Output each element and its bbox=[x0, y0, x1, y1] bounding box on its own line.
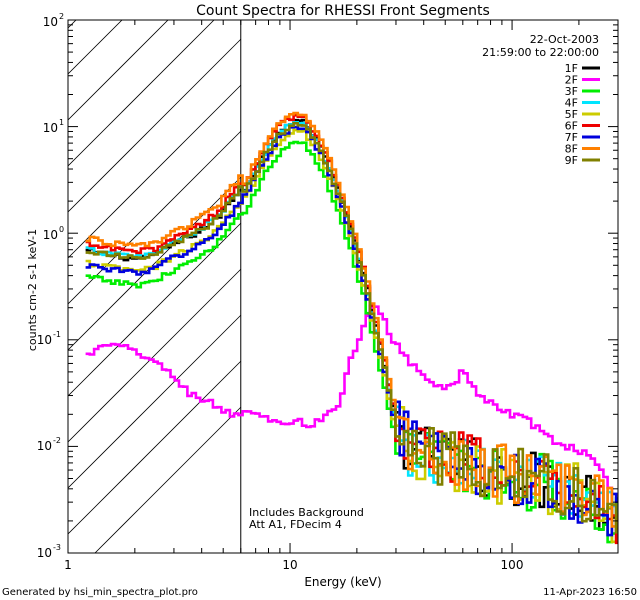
hatch-line bbox=[68, 84, 242, 259]
hatch-line bbox=[68, 360, 242, 535]
y-axis-label: counts cm-2 s-1 keV-1 bbox=[26, 229, 39, 351]
y-tick-label-1e0-exp: 0 bbox=[59, 225, 64, 234]
x-tick-label-100: 100 bbox=[501, 558, 524, 572]
legend-label-8f: 8F bbox=[565, 143, 578, 156]
footer-timestamp: 11-Apr-2023 16:50 bbox=[543, 587, 637, 598]
legend-label-3f: 3F bbox=[565, 85, 578, 98]
legend-label-9f: 9F bbox=[565, 154, 578, 167]
y-tick-label-1e1-exp: 1 bbox=[59, 118, 64, 127]
y-tick-label-1e-2-exp: -2 bbox=[53, 436, 61, 445]
x-tick-label-10: 10 bbox=[282, 558, 297, 572]
x-axis-label: Energy (keV) bbox=[304, 575, 381, 589]
axis-ticks bbox=[67, 19, 619, 554]
hatch-line bbox=[68, 222, 242, 397]
hatch-line bbox=[68, 176, 242, 351]
legend-label-2f: 2F bbox=[565, 74, 578, 87]
y-tick-label-1e2-exp: 2 bbox=[59, 12, 64, 21]
y-tick-label-1e-2: 10 bbox=[37, 439, 52, 453]
legend-label-6f: 6F bbox=[565, 120, 578, 133]
legend-label-5f: 5F bbox=[565, 108, 578, 121]
shaded-region bbox=[68, 20, 242, 553]
hatch-line bbox=[68, 20, 215, 167]
y-tick-label-1e2: 10 bbox=[43, 15, 58, 29]
y-tick-label-1e1: 10 bbox=[43, 121, 58, 135]
series-layer bbox=[85, 111, 618, 545]
y-tick-label-1e-1-exp: -1 bbox=[53, 330, 61, 339]
y-tick-labels: 10 -3 10 -2 10 -1 10 0 10 1 10 2 bbox=[37, 12, 64, 560]
y-tick-label-1e-3: 10 bbox=[37, 546, 52, 560]
hatch-line bbox=[68, 20, 169, 121]
series-3f-line bbox=[85, 140, 618, 544]
note-background: Includes Background bbox=[249, 506, 364, 519]
legend-label-1f: 1F bbox=[565, 62, 578, 75]
legend-label-4f: 4F bbox=[565, 97, 578, 110]
time-range-annotation: 21:59:00 to 22:00:00 bbox=[482, 46, 599, 59]
x-tick-label-1: 1 bbox=[64, 558, 72, 572]
footer-generated-by: Generated by hsi_min_spectra_plot.pro bbox=[2, 587, 198, 598]
date-annotation: 22-Oct-2003 bbox=[530, 33, 599, 46]
hatch-line bbox=[68, 20, 123, 75]
hatch-line bbox=[94, 406, 242, 553]
note-attenuator: Att A1, FDecim 4 bbox=[249, 518, 342, 531]
plot-frame bbox=[67, 19, 619, 554]
chart-title: Count Spectra for RHESSI Front Segments bbox=[196, 3, 490, 19]
hatch-line bbox=[68, 38, 242, 213]
series-7f-line bbox=[85, 125, 618, 537]
y-tick-label-1e0: 10 bbox=[43, 228, 58, 242]
y-tick-label-1e-1: 10 bbox=[37, 333, 52, 347]
y-tick-label-1e-3-exp: -3 bbox=[53, 543, 61, 552]
series-9f-line bbox=[85, 122, 618, 534]
legend-label-7f: 7F bbox=[565, 131, 578, 144]
hatch-line bbox=[68, 314, 242, 489]
series-2f-line bbox=[85, 305, 618, 517]
hatch-line bbox=[68, 268, 242, 443]
